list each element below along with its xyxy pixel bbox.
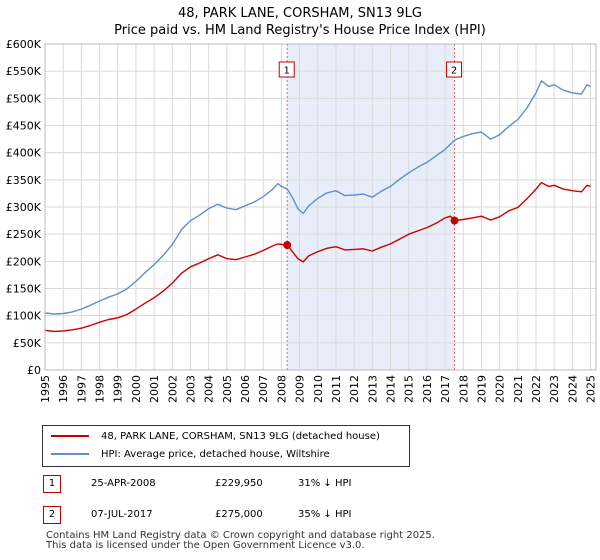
y-tick-label: £150K — [6, 283, 42, 296]
legend-label-hpi: HPI: Average price, detached house, Wilt… — [101, 449, 330, 460]
legend-swatch-hpi — [51, 453, 89, 455]
x-tick-label: 2000 — [130, 375, 143, 403]
x-tick-label: 2004 — [203, 375, 216, 403]
transaction-date: 07-JUL-2017 — [91, 509, 153, 520]
x-tick-label: 2015 — [403, 375, 416, 403]
footer-licence: This data is licensed under the Open Gov… — [46, 540, 365, 551]
x-tick-label: 2025 — [585, 375, 598, 403]
x-tick-label: 2011 — [330, 375, 343, 403]
x-tick-label: 2012 — [348, 375, 361, 403]
legend: 48, PARK LANE, CORSHAM, SN13 9LG (detach… — [42, 425, 410, 467]
footer: Contains HM Land Registry data © Crown c… — [46, 531, 435, 551]
sale-marker-badge — [446, 61, 463, 78]
property-price-line — [44, 181, 591, 333]
chart-subtitle: Price paid vs. HM Land Registry's House … — [114, 23, 486, 38]
x-tick-label: 2003 — [184, 375, 197, 403]
x-tick-label: 2024 — [566, 375, 579, 403]
x-tick-label: 1999 — [112, 375, 125, 403]
y-tick-label: £350K — [6, 174, 42, 187]
x-tick-label: 2023 — [548, 375, 561, 403]
y-tick-label: £300K — [6, 201, 42, 214]
x-tick-label: 1995 — [39, 375, 52, 403]
plot-border — [44, 43, 597, 371]
x-tick-label: 2005 — [221, 375, 234, 403]
legend-item-hpi: HPI: Average price, detached house, Wilt… — [51, 447, 330, 463]
transaction-badge: 1 — [43, 475, 61, 493]
x-tick-label: 2013 — [366, 375, 379, 403]
x-tick-label: 2009 — [294, 375, 307, 403]
legend-swatch-property — [51, 435, 89, 437]
y-tick-label: £500K — [6, 92, 42, 105]
sale-marker — [450, 216, 459, 225]
sale-marker-badge — [278, 61, 295, 78]
x-tick-label: 2002 — [166, 375, 179, 403]
y-tick-label: £550K — [6, 65, 42, 78]
y-tick-label: £450K — [6, 120, 42, 133]
x-tick-label: 2019 — [475, 375, 488, 403]
x-tick-label: 2021 — [512, 375, 525, 403]
x-tick-label: 2001 — [148, 375, 161, 403]
price-chart: £0 £50K £100K £150K £200K £250K £300K £350K £400… — [6, 38, 598, 403]
x-tick-label: 2018 — [457, 375, 470, 403]
hpi-line — [44, 80, 591, 315]
y-tick-label: £100K — [6, 310, 42, 323]
y-tick-label: £250K — [6, 228, 42, 241]
x-tick-label: 2022 — [530, 375, 543, 403]
legend-item-property: 48, PARK LANE, CORSHAM, SN13 9LG (detach… — [51, 429, 380, 445]
x-tick-label: 2016 — [421, 375, 434, 403]
y-tick-label: £600K — [6, 38, 42, 51]
legend-label-property: 48, PARK LANE, CORSHAM, SN13 9LG (detach… — [101, 431, 380, 442]
y-tick-label: £400K — [6, 147, 42, 160]
x-tick-label: 1996 — [57, 375, 70, 403]
transaction-hpi-diff: 31% ↓ HPI — [298, 478, 352, 489]
x-tick-label: 1998 — [94, 375, 107, 403]
x-tick-label: 1997 — [75, 375, 88, 403]
sale-marker-label: 2 — [451, 66, 457, 77]
x-tick-label: 2008 — [275, 375, 288, 403]
x-tick-label: 2006 — [239, 375, 252, 403]
x-tick-label: 2014 — [385, 375, 398, 403]
y-tick-label: £0 — [27, 364, 41, 377]
transaction-price: £275,000 — [215, 509, 263, 520]
y-tick-label: £200K — [6, 255, 42, 268]
x-tick-label: 2020 — [494, 375, 507, 403]
transaction-hpi-diff: 35% ↓ HPI — [298, 509, 352, 520]
transaction-date: 25-APR-2008 — [91, 478, 156, 489]
footer-copyright: Contains HM Land Registry data © Crown c… — [46, 530, 435, 541]
transaction-price: £229,950 — [215, 478, 263, 489]
x-tick-label: 2007 — [257, 375, 270, 403]
sale-marker — [283, 241, 292, 250]
x-tick-label: 2017 — [439, 375, 452, 403]
x-tick-label: 2010 — [312, 375, 325, 403]
y-tick-label: £50K — [13, 337, 42, 350]
transaction-badge: 2 — [43, 506, 61, 524]
sale-marker-label: 1 — [284, 66, 290, 77]
chart-title: 48, PARK LANE, CORSHAM, SN13 9LG — [177, 6, 423, 21]
